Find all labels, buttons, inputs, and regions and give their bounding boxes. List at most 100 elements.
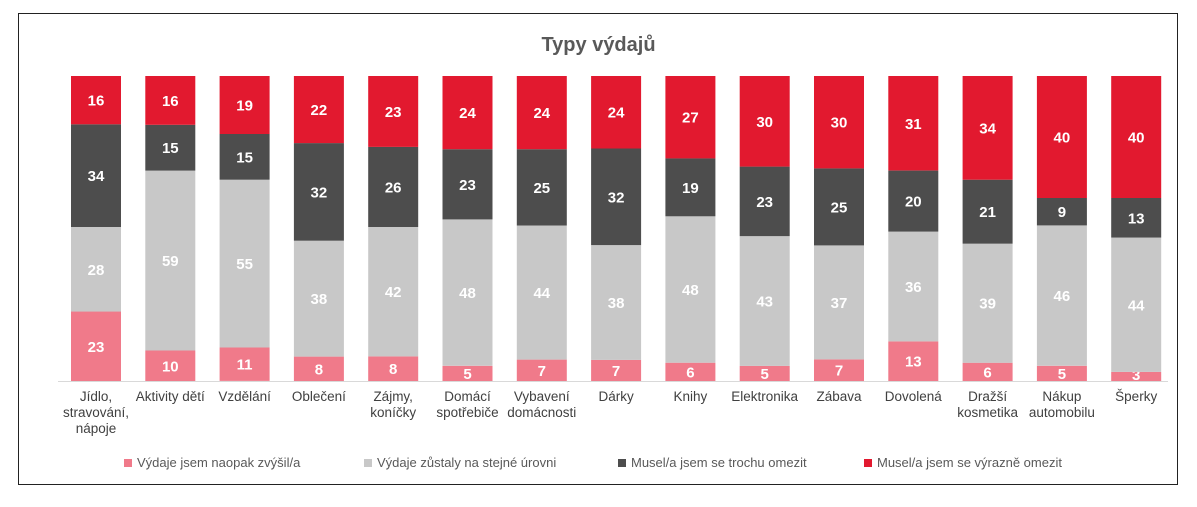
data-label: 40 <box>1128 130 1145 147</box>
bar-segment <box>665 216 716 363</box>
x-tick-label: Dovolená <box>884 389 942 404</box>
x-tick-label: Dárky <box>598 389 634 404</box>
bar-segment <box>739 236 790 366</box>
data-label: 5 <box>1058 366 1066 383</box>
legend-label: Musel/a jsem se výrazně omezit <box>877 455 1062 470</box>
data-label: 9 <box>1058 204 1066 221</box>
bar-segment <box>814 168 864 246</box>
bar-segment <box>962 243 1013 363</box>
bar-segment <box>591 148 642 246</box>
data-label: 23 <box>385 104 402 121</box>
data-label: 44 <box>1128 297 1145 314</box>
bar-segment <box>1036 76 1087 198</box>
data-label: 7 <box>612 363 620 380</box>
bar-segment <box>665 362 716 381</box>
bar-segment <box>71 311 121 381</box>
bar-segment <box>442 219 493 366</box>
x-tick-label: Šperky <box>1115 389 1158 404</box>
data-label: 3 <box>1132 367 1140 384</box>
bar-segment <box>739 76 790 167</box>
data-label: 19 <box>236 98 253 115</box>
data-label: 34 <box>979 120 996 137</box>
data-label: 38 <box>311 291 328 308</box>
data-label: 40 <box>1054 130 1071 147</box>
bar-segment <box>739 166 790 237</box>
data-label: 7 <box>835 363 843 380</box>
bar-segment <box>293 356 344 381</box>
legend-item: Výdaje jsem naopak zvýšil/a <box>124 455 300 470</box>
bar-segment <box>368 356 419 381</box>
bar-segment <box>145 170 196 351</box>
data-label: 37 <box>831 295 848 312</box>
bar-segment <box>814 359 864 381</box>
data-label: 5 <box>463 366 471 383</box>
bar-segment <box>888 76 939 171</box>
legend-item: Musel/a jsem se výrazně omezit <box>864 455 1062 470</box>
x-tick-label: Knihy <box>673 389 708 404</box>
data-label: 15 <box>162 140 179 157</box>
bar-segment <box>1036 225 1087 366</box>
bar-segment <box>368 146 419 227</box>
x-tick-label: Dražší kosmetika <box>957 389 1018 420</box>
legend-swatch <box>864 458 872 467</box>
data-label: 23 <box>88 339 105 356</box>
data-label: 24 <box>533 105 550 122</box>
data-label: 20 <box>905 194 922 211</box>
bar-segment <box>814 245 864 360</box>
bar-segment <box>665 76 716 159</box>
bar-segment <box>293 143 344 241</box>
data-label: 19 <box>682 180 699 197</box>
data-label: 23 <box>756 194 773 211</box>
data-label: 48 <box>682 282 699 299</box>
bar-segment <box>145 124 196 171</box>
x-tick-label: Zájmy, koníčky <box>370 389 417 420</box>
data-label: 59 <box>162 253 179 270</box>
data-label: 36 <box>905 279 922 296</box>
data-label: 22 <box>311 102 328 119</box>
data-label: 10 <box>162 358 179 375</box>
bar-segment <box>219 76 270 134</box>
data-label: 15 <box>236 149 253 166</box>
data-label: 24 <box>608 105 625 122</box>
bar-segment <box>1111 237 1162 372</box>
bar-segment <box>219 179 270 348</box>
x-tick-label: Domácí spotřebiče <box>436 389 499 420</box>
bar-segment <box>516 76 567 150</box>
legend: Výdaje jsem naopak zvýšil/a Výdaje zůstal… <box>0 455 1197 473</box>
x-tick-label: Nákup automobilu <box>1028 389 1095 420</box>
legend-label: Výdaje zůstaly na stejné úrovni <box>377 455 557 470</box>
bar-segment <box>1036 198 1087 226</box>
bar-segment <box>71 76 121 125</box>
bar-segment <box>516 149 567 226</box>
data-label: 42 <box>385 284 402 301</box>
bar-segment <box>1036 365 1087 382</box>
bar-segment <box>1111 198 1162 238</box>
bar-segment <box>739 365 790 381</box>
bar-segment <box>1111 371 1162 382</box>
x-tick-label: Elektronika <box>731 389 799 404</box>
bar-segment <box>1111 76 1162 198</box>
legend-swatch <box>618 458 626 467</box>
bar-segment <box>442 365 493 382</box>
bar-segment <box>293 76 344 144</box>
data-label: 8 <box>315 361 323 378</box>
legend-item: Výdaje zůstaly na stejné úrovni <box>364 455 556 470</box>
bar-segment <box>442 76 493 150</box>
data-label: 39 <box>979 296 996 313</box>
bar-segment <box>888 170 939 232</box>
data-label: 43 <box>756 294 773 311</box>
x-tick-label: Jídlo, stravování, nápoje <box>62 389 130 436</box>
x-tick-label: Aktivity dětí <box>135 389 205 404</box>
data-label: 11 <box>237 357 253 374</box>
x-tick-label: Oblečení <box>291 389 346 404</box>
data-label: 55 <box>236 256 253 273</box>
bar-segment <box>591 245 642 360</box>
bar-segment <box>71 124 121 227</box>
chart-title: Typy výdajů <box>541 34 656 56</box>
bar-segment <box>145 76 196 125</box>
bar-segment <box>888 231 939 342</box>
bar-segment <box>442 149 493 220</box>
bar-segment <box>516 225 567 360</box>
legend-label: Musel/a jsem se trochu omezit <box>631 455 807 470</box>
